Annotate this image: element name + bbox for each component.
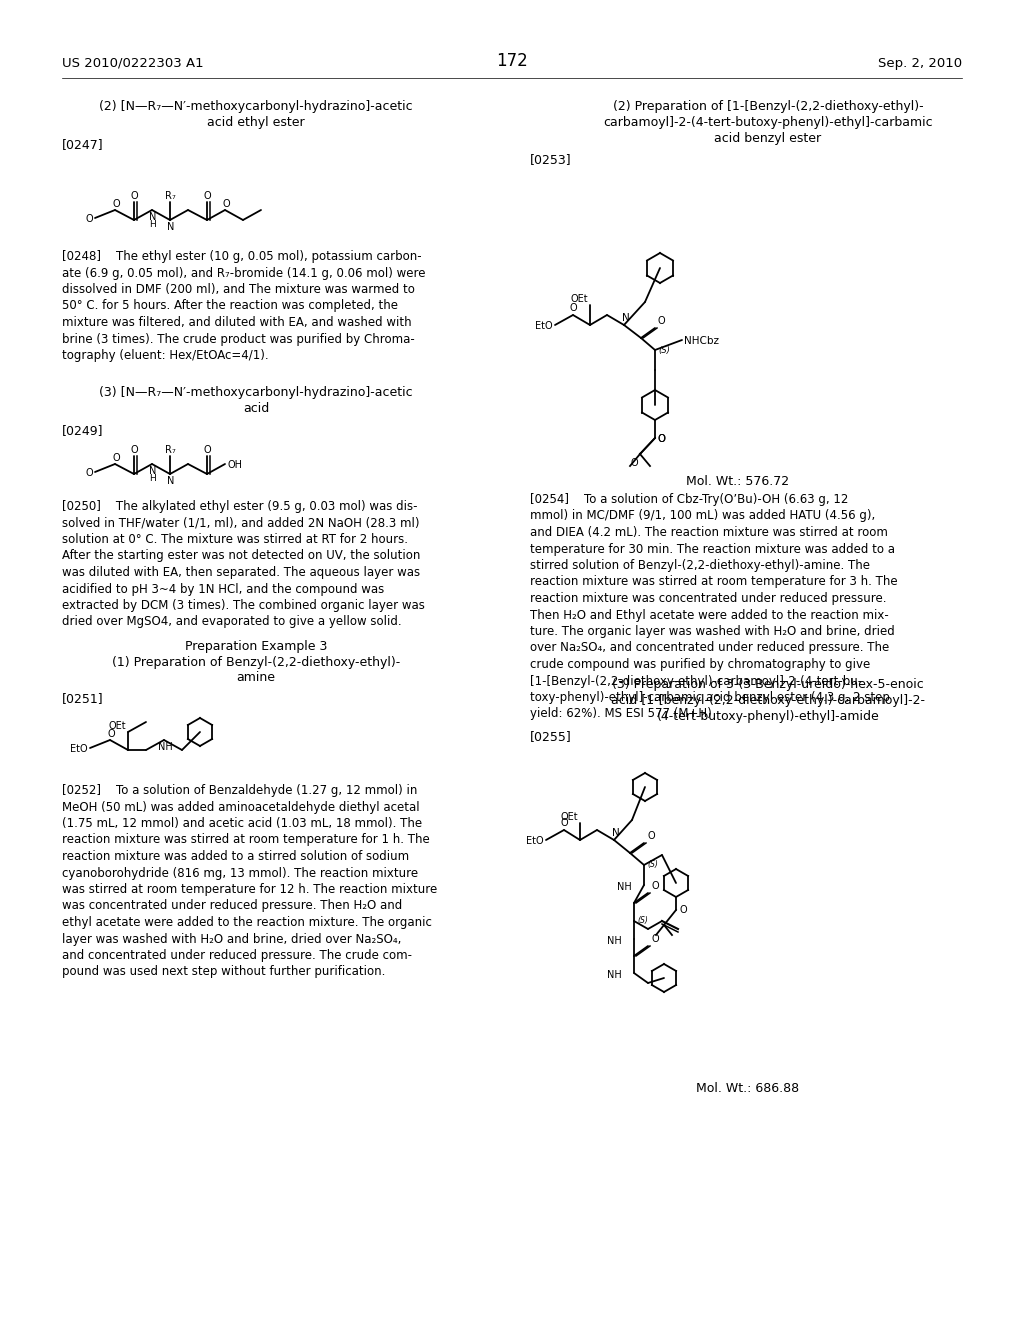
Text: N: N [623, 313, 630, 323]
Text: [0254]    To a solution of Cbz-Try(O’Bu)-OH (6.63 g, 12
mmol) in MC/DMF (9/1, 10: [0254] To a solution of Cbz-Try(O’Bu)-OH… [530, 492, 898, 721]
Text: (2) [N—R₇—N′-methoxycarbonyl-hydrazino]-acetic: (2) [N—R₇—N′-methoxycarbonyl-hydrazino]-… [99, 100, 413, 114]
Text: O: O [113, 453, 120, 463]
Text: O: O [85, 469, 93, 478]
Text: [0249]: [0249] [62, 424, 103, 437]
Text: N: N [150, 213, 157, 222]
Text: R₇: R₇ [165, 191, 175, 201]
Text: O: O [569, 304, 577, 313]
Text: [0251]: [0251] [62, 692, 103, 705]
Text: N: N [150, 466, 157, 477]
Text: (1) Preparation of Benzyl-(2,2-diethoxy-ethyl)-: (1) Preparation of Benzyl-(2,2-diethoxy-… [112, 656, 400, 669]
Text: O: O [108, 729, 115, 739]
Text: NH: NH [158, 742, 172, 752]
Text: N: N [612, 828, 620, 838]
Text: EtO: EtO [536, 321, 553, 331]
Text: O: O [113, 199, 120, 209]
Text: O: O [222, 199, 229, 209]
Text: acid: acid [243, 403, 269, 414]
Text: (3) Preparation of 3-(3-Benzyl-ureido)-hex-5-enoic: (3) Preparation of 3-(3-Benzyl-ureido)-h… [612, 678, 924, 690]
Text: acid [1-[benzyl-(2,2-diethoxy-ethyl)-carbamoyl]-2-: acid [1-[benzyl-(2,2-diethoxy-ethyl)-car… [611, 694, 925, 708]
Text: Mol. Wt.: 686.88: Mol. Wt.: 686.88 [696, 1082, 800, 1096]
Text: NH: NH [617, 882, 632, 892]
Text: O: O [203, 191, 211, 201]
Text: O: O [130, 445, 138, 455]
Text: [0255]: [0255] [530, 730, 571, 743]
Text: O: O [647, 832, 654, 841]
Text: (S): (S) [647, 861, 657, 870]
Text: O: O [203, 445, 211, 455]
Text: Mol. Wt.: 576.72: Mol. Wt.: 576.72 [686, 475, 790, 488]
Text: OEt: OEt [570, 294, 588, 304]
Text: N: N [167, 477, 175, 486]
Text: carbamoyl]-2-(4-tert-butoxy-phenyl)-ethyl]-carbamic: carbamoyl]-2-(4-tert-butoxy-phenyl)-ethy… [603, 116, 933, 129]
Text: R₇: R₇ [165, 445, 175, 455]
Text: amine: amine [237, 671, 275, 684]
Text: O: O [560, 818, 568, 828]
Text: (2) Preparation of [1-[Benzyl-(2,2-diethoxy-ethyl)-: (2) Preparation of [1-[Benzyl-(2,2-dieth… [612, 100, 924, 114]
Text: N: N [167, 222, 175, 232]
Text: (S): (S) [658, 346, 670, 355]
Text: (4-tert-butoxy-phenyl)-ethyl]-amide: (4-tert-butoxy-phenyl)-ethyl]-amide [656, 710, 880, 723]
Text: (3) [N—R₇—N′-methoxycarbonyl-hydrazino]-acetic: (3) [N—R₇—N′-methoxycarbonyl-hydrazino]-… [99, 385, 413, 399]
Text: 172: 172 [496, 51, 528, 70]
Text: US 2010/0222303 A1: US 2010/0222303 A1 [62, 57, 204, 70]
Text: [0248]    The ethyl ester (10 g, 0.05 mol), potassium carbon-
ate (6.9 g, 0.05 m: [0248] The ethyl ester (10 g, 0.05 mol),… [62, 249, 426, 362]
Text: (S): (S) [637, 916, 648, 925]
Text: H: H [150, 474, 157, 483]
Text: Sep. 2, 2010: Sep. 2, 2010 [878, 57, 962, 70]
Text: O: O [657, 434, 665, 444]
Text: OH: OH [227, 459, 242, 470]
Text: EtO: EtO [526, 836, 544, 846]
Text: O: O [679, 906, 687, 915]
Text: O: O [657, 315, 665, 326]
Text: [0253]: [0253] [530, 153, 571, 166]
Text: H: H [150, 220, 157, 228]
Text: NH: NH [607, 936, 622, 946]
Text: acid ethyl ester: acid ethyl ester [207, 116, 305, 129]
Text: O: O [85, 214, 93, 224]
Text: O: O [657, 434, 666, 444]
Text: [0250]    The alkylated ethyl ester (9.5 g, 0.03 mol) was dis-
solved in THF/wat: [0250] The alkylated ethyl ester (9.5 g,… [62, 500, 425, 628]
Text: O: O [651, 880, 658, 891]
Text: Preparation Example 3: Preparation Example 3 [184, 640, 328, 653]
Text: O: O [130, 191, 138, 201]
Text: O: O [651, 935, 658, 944]
Text: OEt: OEt [109, 721, 126, 731]
Text: NH: NH [607, 970, 622, 979]
Text: O: O [631, 458, 638, 469]
Text: acid benzyl ester: acid benzyl ester [715, 132, 821, 145]
Text: OEt: OEt [560, 812, 578, 822]
Text: [0247]: [0247] [62, 139, 103, 150]
Text: NHCbz: NHCbz [684, 337, 719, 346]
Text: [0252]    To a solution of Benzaldehyde (1.27 g, 12 mmol) in
MeOH (50 mL) was ad: [0252] To a solution of Benzaldehyde (1.… [62, 784, 437, 978]
Text: EtO: EtO [71, 744, 88, 754]
